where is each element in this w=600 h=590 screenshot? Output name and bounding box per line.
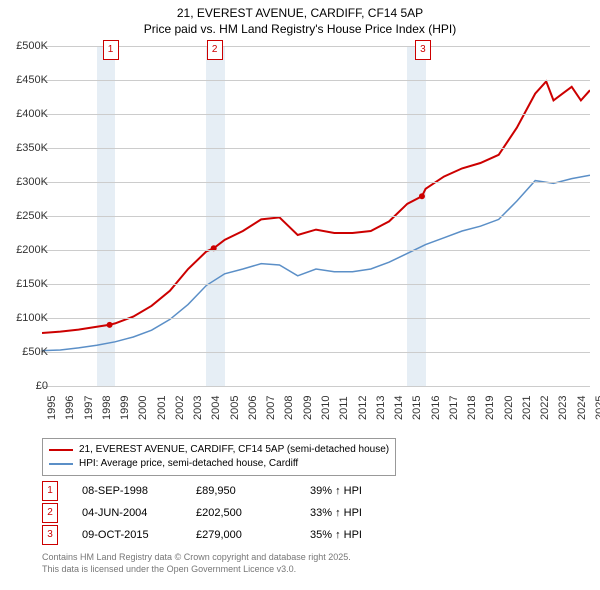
gridline-y-4 [42, 250, 590, 251]
footer-line-1: Contains HM Land Registry data © Crown c… [42, 552, 351, 564]
ytick-1: £50K [22, 346, 48, 358]
gridline-y-7 [42, 148, 590, 149]
sales-row-3: 3 09-OCT-2015 £279,000 35% ↑ HPI [42, 524, 400, 546]
chart-marker-3: 3 [415, 40, 431, 60]
chart-marker-1: 1 [103, 40, 119, 60]
xtick-2018: 2018 [466, 396, 478, 420]
ytick-7: £350K [16, 142, 48, 154]
footer: Contains HM Land Registry data © Crown c… [42, 552, 351, 575]
legend-label-0: 21, EVEREST AVENUE, CARDIFF, CF14 5AP (s… [79, 443, 389, 457]
gridline-y-8 [42, 114, 590, 115]
legend-swatch-1 [49, 463, 73, 465]
legend-swatch-0 [49, 449, 73, 451]
ytick-4: £200K [16, 244, 48, 256]
legend: 21, EVEREST AVENUE, CARDIFF, CF14 5AP (s… [42, 438, 396, 476]
xtick-2015: 2015 [411, 396, 423, 420]
sales-table: 1 08-SEP-1998 £89,950 39% ↑ HPI 2 04-JUN… [42, 480, 400, 546]
xtick-1995: 1995 [46, 396, 58, 420]
ytick-10: £500K [16, 40, 48, 52]
xtick-2004: 2004 [210, 396, 222, 420]
sale-delta-1: 39% ↑ HPI [310, 485, 400, 497]
series-line-1 [42, 175, 590, 350]
gridline-y-3 [42, 284, 590, 285]
legend-label-1: HPI: Average price, semi-detached house,… [79, 457, 298, 471]
xtick-2010: 2010 [320, 396, 332, 420]
chart-container: 21, EVEREST AVENUE, CARDIFF, CF14 5AP Pr… [0, 0, 600, 590]
xtick-1998: 1998 [101, 396, 113, 420]
gridline-y-5 [42, 216, 590, 217]
xtick-2025: 2025 [594, 396, 600, 420]
sale-delta-3: 35% ↑ HPI [310, 529, 400, 541]
sale-marker-2: 2 [42, 503, 58, 523]
xtick-2006: 2006 [247, 396, 259, 420]
xtick-2019: 2019 [484, 396, 496, 420]
title-line-1: 21, EVEREST AVENUE, CARDIFF, CF14 5AP [0, 6, 600, 22]
ytick-8: £400K [16, 108, 48, 120]
xtick-2014: 2014 [393, 396, 405, 420]
sale-price-1: £89,950 [196, 485, 286, 497]
series-line-0 [42, 81, 590, 333]
sale-marker-1: 1 [42, 481, 58, 501]
xtick-1996: 1996 [64, 396, 76, 420]
sale-dot-0 [107, 322, 113, 328]
legend-item-0: 21, EVEREST AVENUE, CARDIFF, CF14 5AP (s… [49, 443, 389, 457]
xtick-2023: 2023 [557, 396, 569, 420]
title-line-2: Price paid vs. HM Land Registry's House … [0, 22, 600, 38]
chart-plot-area: 123 [42, 46, 590, 386]
ytick-9: £450K [16, 74, 48, 86]
xtick-2012: 2012 [357, 396, 369, 420]
xtick-1999: 1999 [119, 396, 131, 420]
sale-delta-2: 33% ↑ HPI [310, 507, 400, 519]
xtick-1997: 1997 [83, 396, 95, 420]
sale-date-1: 08-SEP-1998 [82, 485, 172, 497]
gridline-y-2 [42, 318, 590, 319]
ytick-5: £250K [16, 210, 48, 222]
xtick-2013: 2013 [375, 396, 387, 420]
chart-marker-2: 2 [207, 40, 223, 60]
sale-dot-2 [419, 193, 425, 199]
xtick-2016: 2016 [430, 396, 442, 420]
gridline-y-0 [42, 386, 590, 387]
gridline-y-1 [42, 352, 590, 353]
xtick-2001: 2001 [156, 396, 168, 420]
xtick-2017: 2017 [448, 396, 460, 420]
gridline-y-9 [42, 80, 590, 81]
title-block: 21, EVEREST AVENUE, CARDIFF, CF14 5AP Pr… [0, 0, 600, 37]
sale-price-3: £279,000 [196, 529, 286, 541]
sale-price-2: £202,500 [196, 507, 286, 519]
xtick-2008: 2008 [283, 396, 295, 420]
xtick-2020: 2020 [503, 396, 515, 420]
ytick-0: £0 [36, 380, 48, 392]
xtick-2003: 2003 [192, 396, 204, 420]
xtick-2022: 2022 [539, 396, 551, 420]
gridline-y-6 [42, 182, 590, 183]
legend-item-1: HPI: Average price, semi-detached house,… [49, 457, 389, 471]
sales-row-1: 1 08-SEP-1998 £89,950 39% ↑ HPI [42, 480, 400, 502]
xtick-2000: 2000 [137, 396, 149, 420]
ytick-6: £300K [16, 176, 48, 188]
xtick-2002: 2002 [174, 396, 186, 420]
ytick-2: £100K [16, 312, 48, 324]
gridline-y-10 [42, 46, 590, 47]
xtick-2024: 2024 [576, 396, 588, 420]
sale-date-3: 09-OCT-2015 [82, 529, 172, 541]
sale-marker-3: 3 [42, 525, 58, 545]
xtick-2007: 2007 [265, 396, 277, 420]
footer-line-2: This data is licensed under the Open Gov… [42, 564, 351, 576]
xtick-2005: 2005 [229, 396, 241, 420]
sales-row-2: 2 04-JUN-2004 £202,500 33% ↑ HPI [42, 502, 400, 524]
xtick-2021: 2021 [521, 396, 533, 420]
sale-date-2: 04-JUN-2004 [82, 507, 172, 519]
xtick-2011: 2011 [338, 396, 350, 420]
ytick-3: £150K [16, 278, 48, 290]
xtick-2009: 2009 [302, 396, 314, 420]
